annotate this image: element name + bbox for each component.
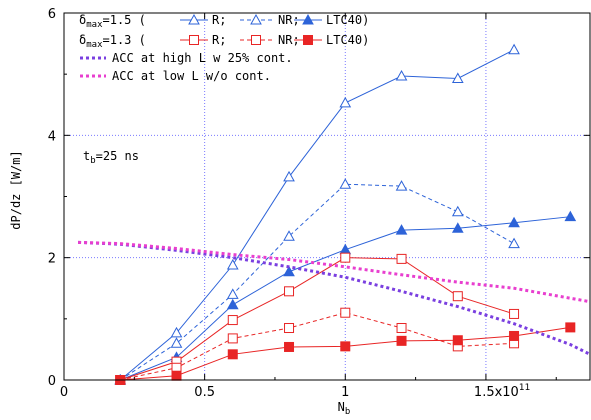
data-point: [226, 288, 239, 299]
x-tick-label: 1: [341, 385, 349, 400]
x-tick-label: 1.5x1011: [474, 383, 530, 400]
data-point: [395, 180, 408, 191]
data-point: [189, 35, 199, 45]
x-axis-label: Nb: [338, 400, 351, 417]
x-tick-label: 0.5: [194, 385, 215, 400]
data-point: [302, 13, 314, 25]
legend-row4: ACC at low L w/o cont.: [112, 69, 271, 83]
series-line: [119, 49, 515, 381]
data-point: [284, 341, 295, 352]
data-point: [284, 286, 295, 297]
data-point: [451, 205, 464, 217]
legend-row2-prefix: δmax=1.3 (: [79, 33, 146, 50]
series-accLow: [78, 240, 591, 304]
data-point: [283, 170, 295, 182]
data-point: [451, 222, 464, 233]
data-point: [284, 323, 295, 334]
data-point: [340, 307, 351, 318]
legend-row2-r: R;: [212, 33, 226, 47]
legend-row1-nr: NR;: [278, 13, 300, 27]
data-point: [396, 323, 407, 334]
data-point: [452, 335, 463, 346]
data-point: [565, 322, 576, 333]
data-point: [250, 13, 262, 25]
tb-annotation: tb=25 ns: [83, 149, 139, 166]
data-point: [508, 216, 520, 228]
data-point: [171, 370, 182, 381]
data-point: [227, 349, 238, 360]
data-point: [339, 243, 352, 255]
data-point: [339, 178, 352, 189]
data-point: [283, 265, 295, 277]
data-point: [395, 224, 408, 235]
series-line: [119, 183, 515, 381]
data-point: [396, 335, 407, 346]
data-point: [508, 237, 520, 249]
annotation: tb=25 ns: [83, 149, 139, 166]
legend-row2-ltc: LTC40): [326, 33, 369, 47]
series-line: [78, 240, 591, 304]
data-point: [451, 72, 464, 83]
data-point: [227, 315, 238, 326]
data-point: [170, 337, 183, 348]
data-point: [283, 230, 295, 241]
legend-row1-ltc: LTC40): [326, 13, 369, 27]
y-tick-label: 6: [48, 7, 56, 22]
series-line: [120, 312, 515, 381]
legend-row1-prefix: δmax=1.5 (: [79, 13, 146, 30]
series-line: [120, 257, 515, 381]
data-point: [395, 69, 408, 81]
legend-row2-nr: NR;: [278, 33, 300, 47]
series-layer: [77, 43, 591, 385]
data-point: [339, 96, 352, 108]
axis-labels: Nb dP/dz [W/m]: [9, 150, 350, 417]
legend-row1-r: R;: [212, 13, 226, 27]
data-point: [170, 326, 183, 338]
data-point: [226, 298, 239, 310]
y-tick-label: 4: [48, 129, 56, 144]
x-tick-label: 0: [60, 385, 68, 400]
x-tick-exponent: 11: [519, 383, 530, 393]
data-point: [509, 308, 520, 319]
data-point: [226, 258, 239, 270]
legend-marks: [80, 13, 322, 78]
legend-row3: ACC at high L w 25% cont.: [112, 51, 293, 65]
y-tick-label: 2: [48, 252, 56, 267]
grid: [64, 13, 590, 380]
data-point: [396, 253, 407, 264]
y-axis-label: dP/dz [W/m]: [9, 150, 23, 229]
data-point: [188, 13, 200, 25]
data-point: [508, 43, 520, 55]
data-point: [509, 330, 520, 341]
data-point: [303, 35, 313, 45]
tick-layer: 0 0.5 1 1.5x1011 0 2 4 6: [48, 7, 590, 400]
data-point: [340, 252, 351, 263]
data-point: [564, 210, 577, 222]
data-point: [251, 35, 261, 45]
data-point: [452, 291, 463, 302]
data-point: [340, 341, 351, 352]
legend: δmax=1.5 ( R; NR; LTC40) δmax=1.3 ( R; N…: [79, 13, 369, 83]
y-tick-label: 0: [48, 374, 56, 389]
data-point: [227, 333, 238, 344]
